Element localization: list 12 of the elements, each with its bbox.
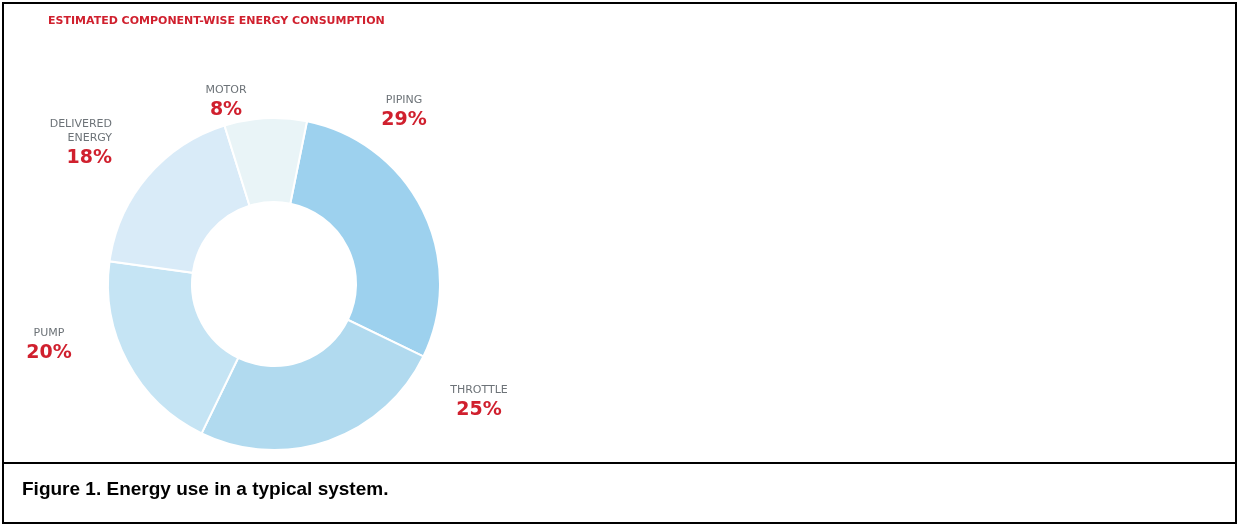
data-label: 8% — [209, 97, 243, 119]
slice-label: MOTOR — [205, 83, 247, 96]
slice-label: PUMP — [33, 326, 65, 339]
chart-title: ESTIMATED COMPONENT-WISE ENERGY CONSUMPTION — [48, 14, 385, 27]
data-label: 18% — [66, 145, 112, 167]
data-label: 25% — [456, 397, 502, 419]
slice-label: THROTTLE — [449, 383, 508, 396]
data-label: 20% — [26, 340, 72, 362]
data-label: 29% — [381, 107, 427, 129]
slice-label: DELIVERED ENERGY — [49, 117, 113, 144]
caption: Figure 1. Energy use in a typical system. — [22, 478, 389, 500]
slice-label: PIPING — [385, 93, 423, 106]
